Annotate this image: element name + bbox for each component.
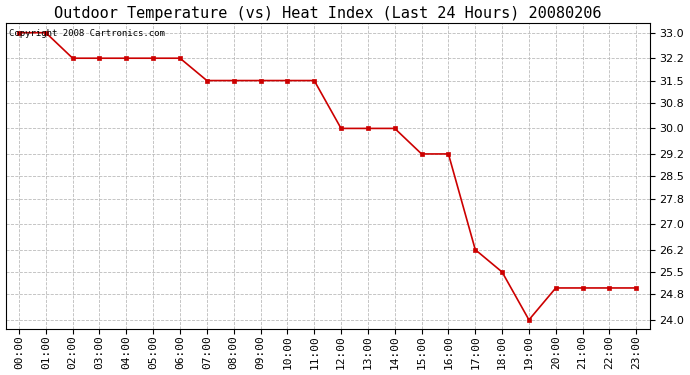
Title: Outdoor Temperature (vs) Heat Index (Last 24 Hours) 20080206: Outdoor Temperature (vs) Heat Index (Las… (54, 6, 602, 21)
Text: Copyright 2008 Cartronics.com: Copyright 2008 Cartronics.com (9, 29, 165, 38)
